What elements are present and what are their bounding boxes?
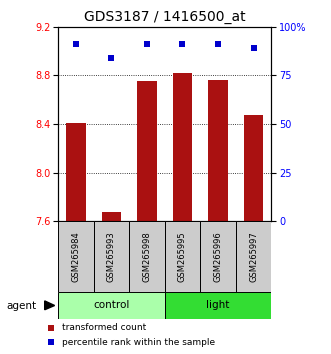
Bar <box>66 123 85 221</box>
Bar <box>236 221 271 292</box>
Text: GSM265995: GSM265995 <box>178 231 187 282</box>
Point <box>109 55 114 61</box>
Bar <box>173 73 192 221</box>
Bar <box>165 292 271 319</box>
Bar <box>208 80 228 221</box>
Point <box>251 45 256 51</box>
Text: transformed count: transformed count <box>62 323 146 332</box>
Text: agent: agent <box>7 301 37 310</box>
Point <box>215 41 221 47</box>
Text: GSM265993: GSM265993 <box>107 231 116 282</box>
Bar <box>58 221 93 292</box>
Point <box>73 41 78 47</box>
Text: control: control <box>93 300 129 310</box>
Text: percentile rank within the sample: percentile rank within the sample <box>62 338 215 347</box>
Polygon shape <box>45 301 55 310</box>
Bar <box>102 212 121 221</box>
Bar <box>58 292 165 319</box>
Point <box>180 41 185 47</box>
Title: GDS3187 / 1416500_at: GDS3187 / 1416500_at <box>84 10 246 24</box>
Text: GSM265998: GSM265998 <box>142 231 151 282</box>
Text: GSM265984: GSM265984 <box>71 231 80 282</box>
Bar <box>137 81 157 221</box>
Text: light: light <box>206 300 230 310</box>
Point <box>144 41 150 47</box>
Bar <box>165 221 200 292</box>
Bar <box>200 221 236 292</box>
Point <box>48 325 53 330</box>
Point <box>48 340 53 346</box>
Text: GSM265997: GSM265997 <box>249 231 258 282</box>
Bar <box>244 115 263 221</box>
Bar <box>129 221 165 292</box>
Text: GSM265996: GSM265996 <box>213 231 222 282</box>
Bar <box>93 221 129 292</box>
